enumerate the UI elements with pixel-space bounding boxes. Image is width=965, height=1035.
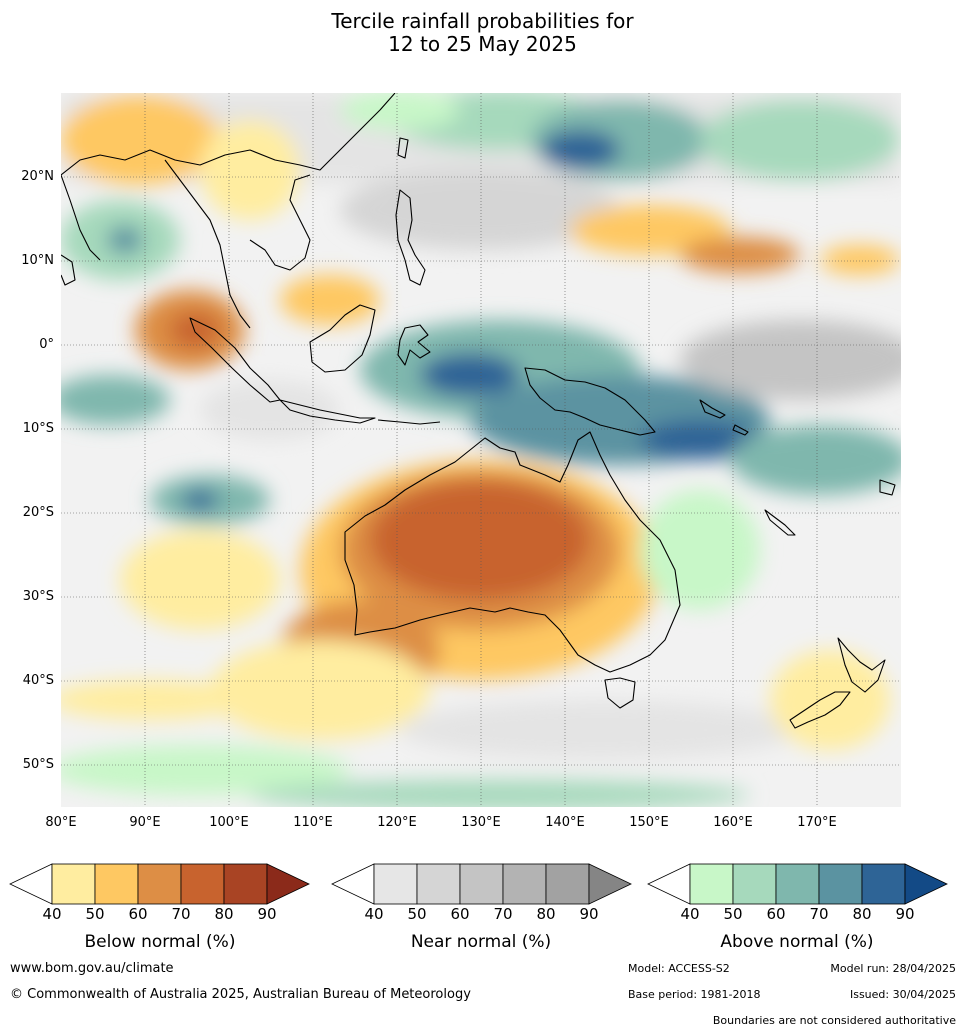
- above-colorbar-under: [647, 863, 691, 905]
- near-colorbar-segment: [459, 863, 504, 905]
- probability-field: [61, 93, 901, 807]
- below-tick-label: 80: [214, 905, 234, 923]
- rainfall-probability-map: [61, 93, 901, 807]
- footer-model-run: Model run: 28/04/2025: [830, 962, 956, 975]
- near-colorbar-segment: [373, 863, 418, 905]
- footer-copyright: © Commonwealth of Australia 2025, Austra…: [10, 987, 471, 1002]
- above-colorbar-segment: [689, 863, 734, 905]
- footer-disclaimer: Boundaries are not considered authoritat…: [712, 1014, 956, 1027]
- near-colorbar-under: [331, 863, 375, 905]
- lat-label-equator: 0°: [39, 337, 54, 352]
- near-tick-label: 60: [450, 905, 470, 923]
- below-colorbar-under: [9, 863, 53, 905]
- near-tick-label: 40: [364, 905, 384, 923]
- below-tick-label: 90: [257, 905, 277, 923]
- lon-label-110e: 110°E: [293, 815, 333, 830]
- above-tick-label: 50: [723, 905, 743, 923]
- above-normal-title: Above normal (%): [720, 932, 874, 952]
- footer-issued: Issued: 30/04/2025: [849, 988, 956, 1001]
- footer-model: Model: ACCESS-S2: [628, 962, 730, 975]
- near-colorbar-segment: [502, 863, 547, 905]
- graticule: [61, 93, 901, 807]
- below-colorbar-segment: [137, 863, 182, 905]
- below-tick-label: 40: [42, 905, 62, 923]
- near-tick-label: 80: [536, 905, 556, 923]
- near-colorbar-segment: [545, 863, 590, 905]
- above-tick-label: 90: [895, 905, 915, 923]
- below-tick-label: 70: [171, 905, 191, 923]
- lat-label-10s: 10°S: [22, 421, 54, 436]
- lat-label-50s: 50°S: [22, 757, 54, 772]
- lat-label-20s: 20°S: [22, 505, 54, 520]
- lon-label-140e: 140°E: [545, 815, 585, 830]
- below-colorbar-segment: [180, 863, 225, 905]
- lon-label-80e: 80°E: [45, 815, 77, 830]
- below-colorbar-segment: [94, 863, 139, 905]
- above-colorbar-segment: [818, 863, 863, 905]
- below-normal-title: Below normal (%): [84, 932, 236, 952]
- map-title-line2: 12 to 25 May 2025: [388, 32, 577, 56]
- lon-label-170e: 170°E: [797, 815, 837, 830]
- footer-url: www.bom.gov.au/climate: [10, 961, 174, 976]
- lat-label-20n: 20°N: [21, 169, 54, 184]
- near-colorbar-segment: [416, 863, 461, 905]
- below-colorbar-segment: [51, 863, 96, 905]
- near-normal-title: Near normal (%): [410, 932, 552, 952]
- above-colorbar-segment: [861, 863, 906, 905]
- lon-label-160e: 160°E: [713, 815, 753, 830]
- coastlines: [61, 93, 896, 729]
- lat-label-40s: 40°S: [22, 673, 54, 688]
- near-colorbar-over: [588, 863, 632, 905]
- map-title: Tercile rainfall probabilities for 12 to…: [0, 10, 965, 56]
- map-title-line1: Tercile rainfall probabilities for: [331, 9, 634, 33]
- below-normal-colorbar: [9, 863, 310, 905]
- below-colorbar-segment: [223, 863, 268, 905]
- lon-label-100e: 100°E: [209, 815, 249, 830]
- above-tick-label: 60: [766, 905, 786, 923]
- below-tick-label: 50: [85, 905, 105, 923]
- near-tick-label: 90: [579, 905, 599, 923]
- lon-label-120e: 120°E: [377, 815, 417, 830]
- above-colorbar-segment: [732, 863, 777, 905]
- near-tick-label: 70: [493, 905, 513, 923]
- above-tick-label: 70: [809, 905, 829, 923]
- lon-label-130e: 130°E: [461, 815, 501, 830]
- below-colorbar-over: [266, 863, 310, 905]
- near-normal-colorbar: [331, 863, 632, 905]
- near-tick-label: 50: [407, 905, 427, 923]
- below-tick-label: 60: [128, 905, 148, 923]
- lon-label-150e: 150°E: [629, 815, 669, 830]
- above-colorbar-segment: [775, 863, 820, 905]
- lat-label-10n: 10°N: [21, 253, 54, 268]
- lat-label-30s: 30°S: [22, 589, 54, 604]
- above-tick-label: 80: [852, 905, 872, 923]
- lon-label-90e: 90°E: [129, 815, 161, 830]
- above-normal-colorbar: [647, 863, 948, 905]
- above-tick-label: 40: [680, 905, 700, 923]
- above-colorbar-over: [904, 863, 948, 905]
- footer-base-period: Base period: 1981-2018: [628, 988, 761, 1001]
